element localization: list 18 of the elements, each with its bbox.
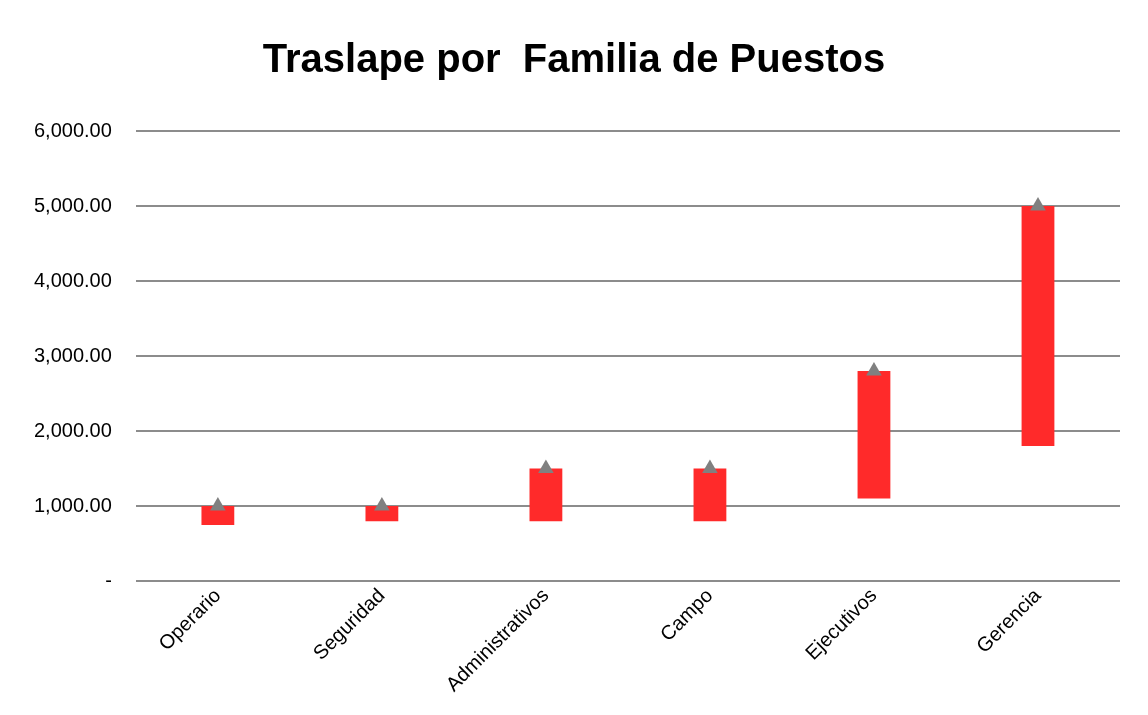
- point: [210, 497, 226, 511]
- y-tick-label: -: [105, 568, 112, 591]
- y-tick-label: 3,000.00: [33, 343, 112, 366]
- point: [702, 459, 718, 474]
- point: [374, 497, 390, 511]
- y-tick-label: 1,000.00: [33, 493, 112, 516]
- chart-title: Traslape por Familia de Puestos: [261, 36, 887, 81]
- point: [866, 362, 882, 376]
- bar: [1021, 206, 1055, 447]
- bar: [693, 468, 727, 522]
- y-tick-label: 6,000.00: [33, 118, 112, 141]
- point: [1030, 197, 1046, 211]
- bar: [857, 371, 891, 499]
- y-tick-label: 5,000.00: [33, 193, 112, 216]
- bar: [529, 468, 563, 522]
- y-tick-label: 4,000.00: [33, 268, 112, 291]
- point: [538, 459, 554, 474]
- y-tick-label: 2,000.00: [33, 418, 112, 441]
